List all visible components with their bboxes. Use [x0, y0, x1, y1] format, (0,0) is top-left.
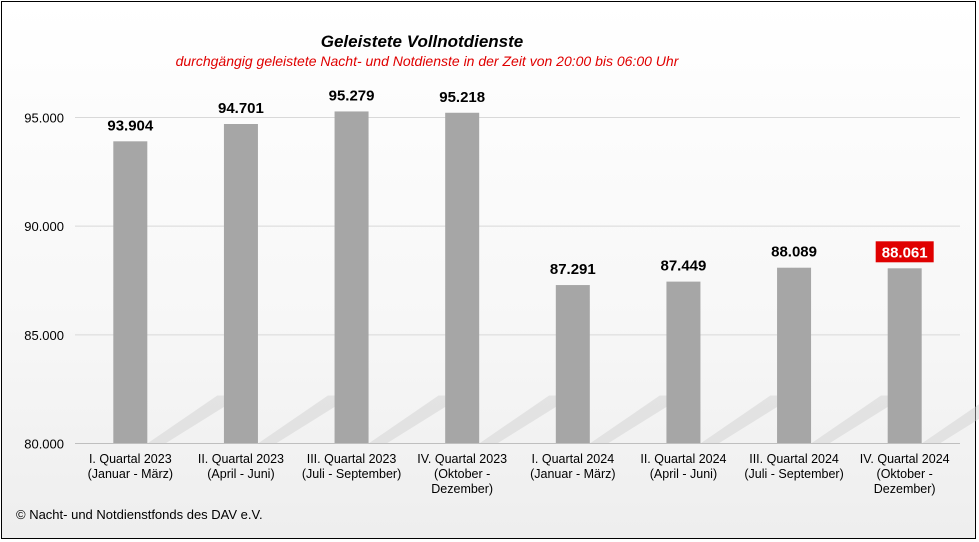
bar-shadow [368, 395, 464, 444]
x-tick-label: I. Quartal 2024 (Januar - März) [530, 452, 615, 481]
x-tick-label-line: (Juli - September) [302, 467, 401, 481]
x-tick-label-line: IV. Quartal 2024 [860, 452, 950, 466]
bar [777, 267, 812, 444]
x-tick-label-line: (Oktober - [434, 467, 490, 481]
y-tick-label: 80.000 [24, 437, 64, 452]
x-tick-label-line: II. Quartal 2023 [198, 452, 284, 466]
x-tick-label-line: (April - Juni) [207, 467, 274, 481]
x-tick-label-line: I. Quartal 2024 [531, 452, 614, 466]
chart-subtitle: durchgängig geleistete Nacht- und Notdie… [175, 53, 679, 69]
bar [887, 268, 922, 444]
x-tick-label: IV. Quartal 2023 (Oktober -Dezember) [417, 452, 507, 496]
x-tick-label-line: Dezember) [874, 482, 936, 496]
x-tick-label-line: III. Quartal 2024 [749, 452, 839, 466]
data-label: 87.449 [660, 258, 706, 275]
x-tick-label-line: (Juli - September) [744, 467, 843, 481]
bar [666, 281, 701, 444]
y-tick-label: 95.000 [24, 111, 64, 126]
x-tick-label-line: (April - Juni) [650, 467, 717, 481]
data-label: 95.279 [329, 87, 375, 104]
bar-shadow [700, 395, 796, 444]
x-tick-label-line: I. Quartal 2023 [89, 452, 172, 466]
x-tick-label: III. Quartal 2024 (Juli - September) [744, 452, 843, 481]
x-tick-label: IV. Quartal 2024 (Oktober -Dezember) [860, 452, 950, 496]
x-tick-label: III. Quartal 2023 (Juli - September) [302, 452, 401, 481]
data-label: 93.904 [107, 117, 154, 134]
x-tick-label-line: IV. Quartal 2023 [417, 452, 507, 466]
data-label: 94.701 [218, 100, 264, 117]
highlight-label-bg [875, 241, 934, 263]
bar [555, 285, 590, 444]
bar-shadow [479, 395, 575, 444]
x-tick-label: I. Quartal 2023 (Januar - März) [88, 452, 173, 481]
data-label: 87.291 [550, 261, 596, 278]
x-tick-label-line: (Oktober - [877, 467, 933, 481]
x-tick-label: II. Quartal 2024 (April - Juni) [640, 452, 726, 481]
data-label: 95.218 [439, 89, 485, 106]
x-tick-label-line: III. Quartal 2023 [307, 452, 397, 466]
bar-shadow [147, 395, 243, 444]
bar-shadow [921, 404, 979, 444]
bar [445, 112, 480, 444]
bar [223, 123, 258, 444]
x-tick-label-line: (Januar - März) [530, 467, 615, 481]
x-tick-label-line: Dezember) [431, 482, 493, 496]
chart-title: Geleistete Vollnotdienste [320, 32, 524, 51]
x-tick-label: II. Quartal 2023 (April - Juni) [198, 452, 284, 481]
data-label: 88.061 [882, 244, 928, 261]
y-tick-label: 90.000 [24, 219, 64, 234]
x-tick-label-line: II. Quartal 2024 [640, 452, 726, 466]
bar [113, 141, 148, 444]
y-tick-label: 85.000 [24, 328, 64, 343]
copyright-footer: © Nacht- und Notdienstfonds des DAV e.V. [16, 507, 263, 522]
x-tick-label-line: (Januar - März) [88, 467, 173, 481]
bar [334, 111, 369, 444]
data-label: 88.089 [771, 244, 817, 261]
bar-shadow [811, 395, 907, 444]
bar-shadow [257, 395, 353, 444]
bar-shadow [589, 395, 685, 444]
